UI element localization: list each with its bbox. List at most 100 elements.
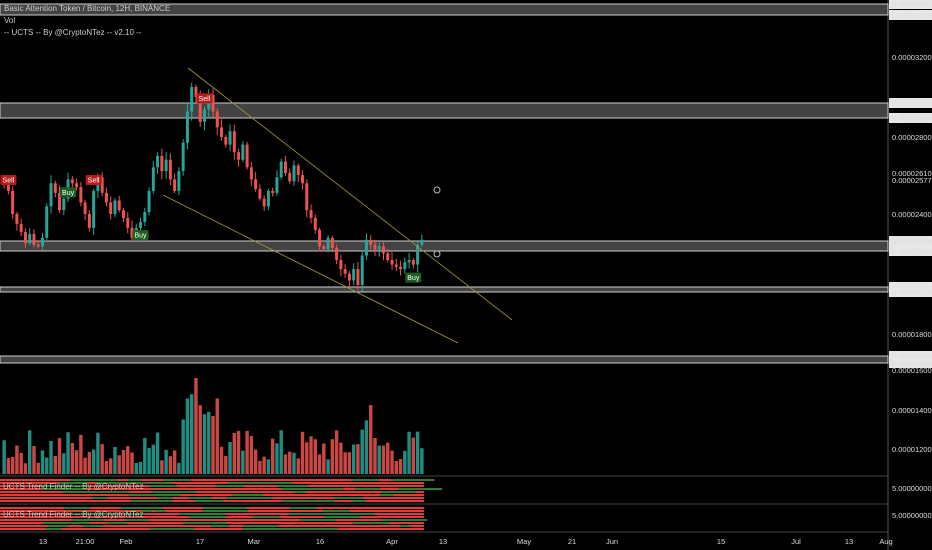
volume-bar [62, 453, 66, 474]
volume-bar [36, 462, 40, 474]
trend-strip-green-1 [334, 497, 363, 499]
trend-strip-green-2 [326, 516, 360, 518]
x-tick-label: Feb [120, 537, 133, 546]
trend-strip-green-1 [96, 482, 126, 484]
volume-bar [45, 457, 49, 474]
volume-bar [202, 414, 207, 474]
y-tick-label: 0.00001649 [892, 359, 932, 368]
volume-bar [369, 405, 373, 474]
volume-bar [168, 456, 173, 474]
x-tick-label: 17 [196, 537, 204, 546]
support-resistance-zone [0, 355, 889, 364]
x-tick-label: 21:00 [76, 537, 95, 546]
price-tag-box [889, 98, 932, 108]
price-tag-box [889, 351, 932, 361]
candle-body [130, 227, 134, 238]
candle-body [139, 221, 143, 228]
volume-bar [305, 442, 309, 474]
volume-bar [138, 461, 143, 474]
candle-body [339, 260, 343, 270]
signal-label: Sell [199, 96, 211, 103]
symbol-title: Basic Attention Token / Bitcoin, 12H, BI… [4, 4, 171, 13]
candle-body [386, 253, 390, 261]
volume-bar [79, 434, 83, 474]
candle-body [347, 273, 351, 281]
upper-trendline [187, 67, 513, 321]
candle-body [62, 198, 66, 211]
candle-body [258, 189, 262, 199]
candle-body [407, 260, 411, 263]
volume-bar [15, 445, 19, 474]
candle-body [202, 109, 206, 122]
volume-bar [283, 454, 288, 474]
trend-strip-green-2 [279, 528, 318, 530]
candle-body [181, 142, 185, 172]
x-tick-label: Aug [879, 537, 892, 546]
x-tick-label: Jun [606, 537, 618, 546]
candle-body [288, 173, 292, 182]
candle-body [228, 131, 232, 145]
trend-strip-red-1 [0, 485, 424, 487]
trend-strip-green-2 [105, 522, 128, 524]
candle-body [245, 144, 249, 168]
volume-bar [91, 449, 96, 474]
y-tick-label: 0.00002899 [892, 114, 932, 123]
candle-body [58, 192, 62, 211]
candle-body [249, 167, 253, 180]
trend-strip-green-2 [302, 507, 317, 509]
candle-body [343, 269, 347, 274]
trend-strip-green-2 [122, 513, 145, 515]
support-resistance-zone [0, 102, 889, 119]
signal-label: Buy [62, 190, 75, 197]
volume-bar [126, 446, 130, 474]
y-tick-label: 0.00002264 [892, 237, 932, 246]
trend-strip-green-1 [227, 482, 261, 484]
trend-strip-green-2 [44, 522, 85, 524]
volume-bar [130, 452, 134, 474]
candle-body [237, 152, 241, 160]
candle-body [283, 161, 287, 173]
trend-strip-green-1 [117, 482, 151, 484]
y-tick-label: 0.00003416 [892, 11, 932, 20]
trend-strip-green-1 [354, 488, 372, 490]
x-tick-label: 13 [845, 537, 853, 546]
trend-value-label: 5.00000000 [892, 484, 932, 493]
volume-bar [32, 445, 36, 474]
volume-bar [407, 431, 411, 474]
candle-body [41, 237, 44, 247]
trend-strip-green-2 [218, 525, 230, 527]
volume-bar [104, 461, 109, 474]
trend-strip-green-2 [70, 513, 119, 515]
candle-body [75, 183, 79, 188]
trend-strip-green-2 [72, 519, 104, 521]
candle-body [198, 97, 202, 122]
y-tick-label: 0.00002016 [892, 288, 932, 297]
candle-body [11, 190, 15, 214]
candle-body [266, 190, 270, 207]
trend-strip-green-1 [306, 500, 335, 502]
candle-body [211, 95, 215, 112]
candle-body [190, 87, 194, 112]
trend-strip-green-1 [71, 479, 117, 481]
candle-body [369, 239, 373, 245]
buy-signal-badge: Buy [405, 272, 422, 283]
candle-body [382, 246, 385, 254]
trend-strip-green-2 [352, 522, 389, 524]
volume-bar [245, 430, 249, 474]
trend-strip-green-1 [195, 500, 224, 502]
candle-body [232, 131, 236, 153]
candle-body [32, 233, 36, 245]
trend-strip-green-1 [132, 494, 163, 496]
volume-bar [117, 455, 121, 474]
trend-strip-green-1 [149, 485, 178, 487]
volume-bar [177, 462, 181, 474]
candle-body [330, 237, 334, 248]
support-resistance-zone [0, 3, 889, 16]
signal-label: Buy [135, 232, 148, 239]
trend-strip-green-2 [157, 528, 188, 530]
candle-body [399, 266, 403, 270]
trend-strip-green-2 [64, 507, 90, 509]
candle-body [326, 237, 330, 250]
trend-strip-green-1 [91, 491, 129, 493]
